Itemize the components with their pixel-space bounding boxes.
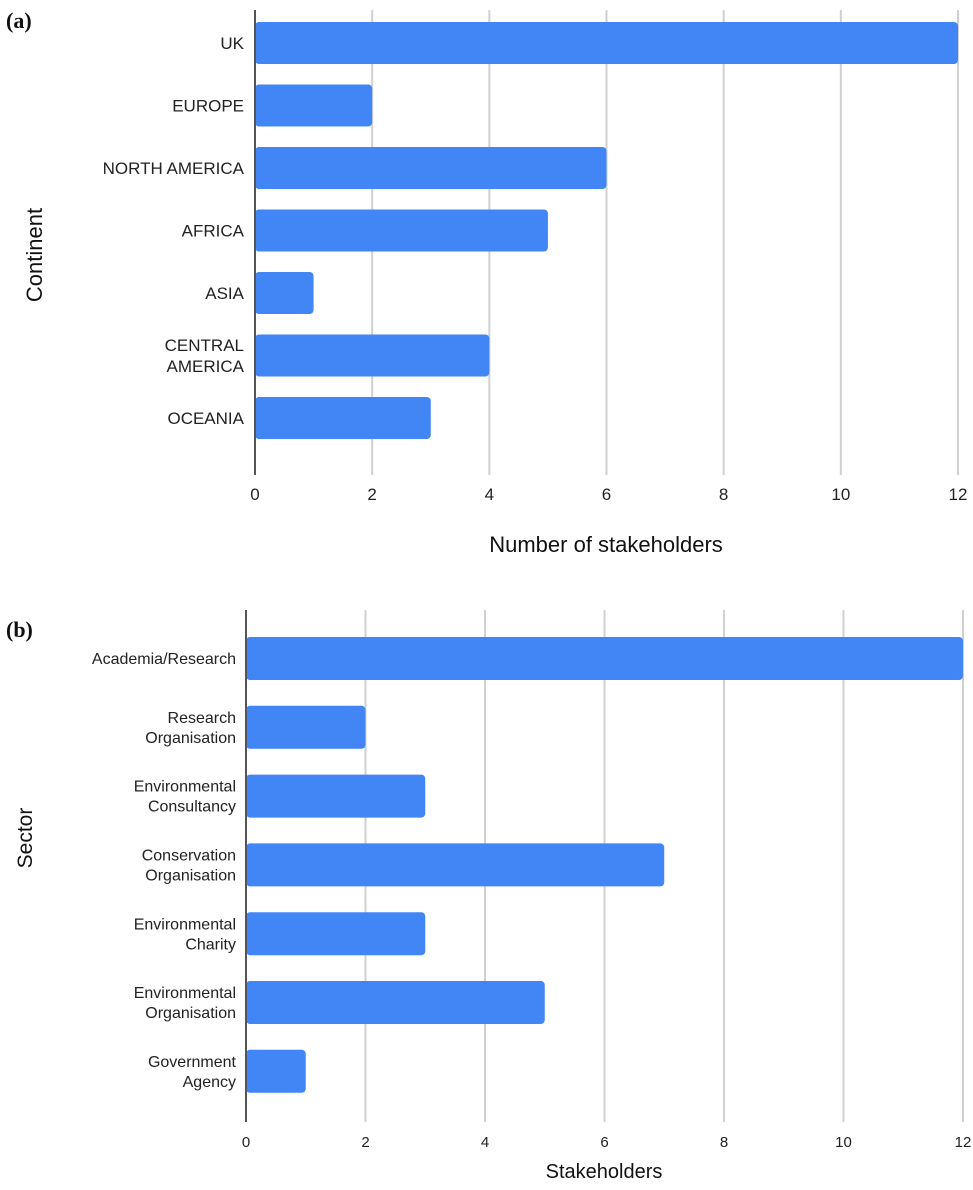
y-axis-title: Sector xyxy=(14,808,37,869)
category-label: Environmental Organisation xyxy=(134,985,236,1022)
x-tick-label: 2 xyxy=(367,485,376,504)
x-tick-label: 6 xyxy=(602,485,611,504)
category-label: AFRICA xyxy=(182,221,245,240)
category-label: Academia/Research xyxy=(92,651,236,668)
x-tick-label: 0 xyxy=(242,1134,250,1151)
x-tick-label: 12 xyxy=(949,485,968,504)
bar xyxy=(246,705,366,749)
x-tick-label: 4 xyxy=(481,1134,489,1151)
bar xyxy=(246,637,963,680)
bar xyxy=(246,1049,306,1093)
x-tick-label: 10 xyxy=(831,485,850,504)
category-label: Conservation Organisation xyxy=(142,848,236,885)
category-label: CENTRAL AMERICA xyxy=(165,336,245,376)
bar xyxy=(255,84,373,127)
category-label: EUROPE xyxy=(172,96,244,115)
bar xyxy=(255,209,548,252)
x-axis-title: Stakeholders xyxy=(546,1161,663,1183)
bar xyxy=(255,147,607,189)
bar xyxy=(255,272,314,314)
x-tick-label: 6 xyxy=(600,1134,608,1151)
x-tick-label: 8 xyxy=(719,485,728,504)
chart-panel-a: (a) UK EUROPE NORTH AMERICA AFRICA ASIA CENTRA… xyxy=(6,8,967,557)
category-label: Environmental Charity xyxy=(134,916,236,953)
x-axis-title: Number of stakeholders xyxy=(489,532,723,557)
bar xyxy=(255,397,431,439)
x-tick-label: 2 xyxy=(361,1134,369,1151)
category-label: Government Agency xyxy=(148,1054,237,1091)
panel-label: (b) xyxy=(6,617,33,642)
category-label: UK xyxy=(220,34,244,53)
y-axis-title: Continent xyxy=(22,208,47,302)
category-label: OCEANIA xyxy=(167,409,244,428)
x-tick-label: 8 xyxy=(720,1134,728,1151)
x-tick-label: 12 xyxy=(955,1134,972,1151)
chart-panel-b: (b) Academia/Research Research Organisation… xyxy=(6,610,971,1183)
bar xyxy=(246,843,665,887)
bar xyxy=(255,22,958,64)
bar xyxy=(246,981,545,1024)
category-label: Environmental Consultancy xyxy=(134,779,236,816)
category-label: NORTH AMERICA xyxy=(103,159,245,178)
x-tick-label: 10 xyxy=(835,1134,852,1151)
category-label: Research Organisation xyxy=(145,710,236,747)
bar xyxy=(246,912,426,956)
bar xyxy=(255,334,490,377)
category-label: ASIA xyxy=(205,284,244,303)
bar xyxy=(246,774,426,818)
x-tick-label: 4 xyxy=(485,485,494,504)
x-tick-label: 0 xyxy=(250,485,259,504)
panel-label: (a) xyxy=(6,8,32,33)
